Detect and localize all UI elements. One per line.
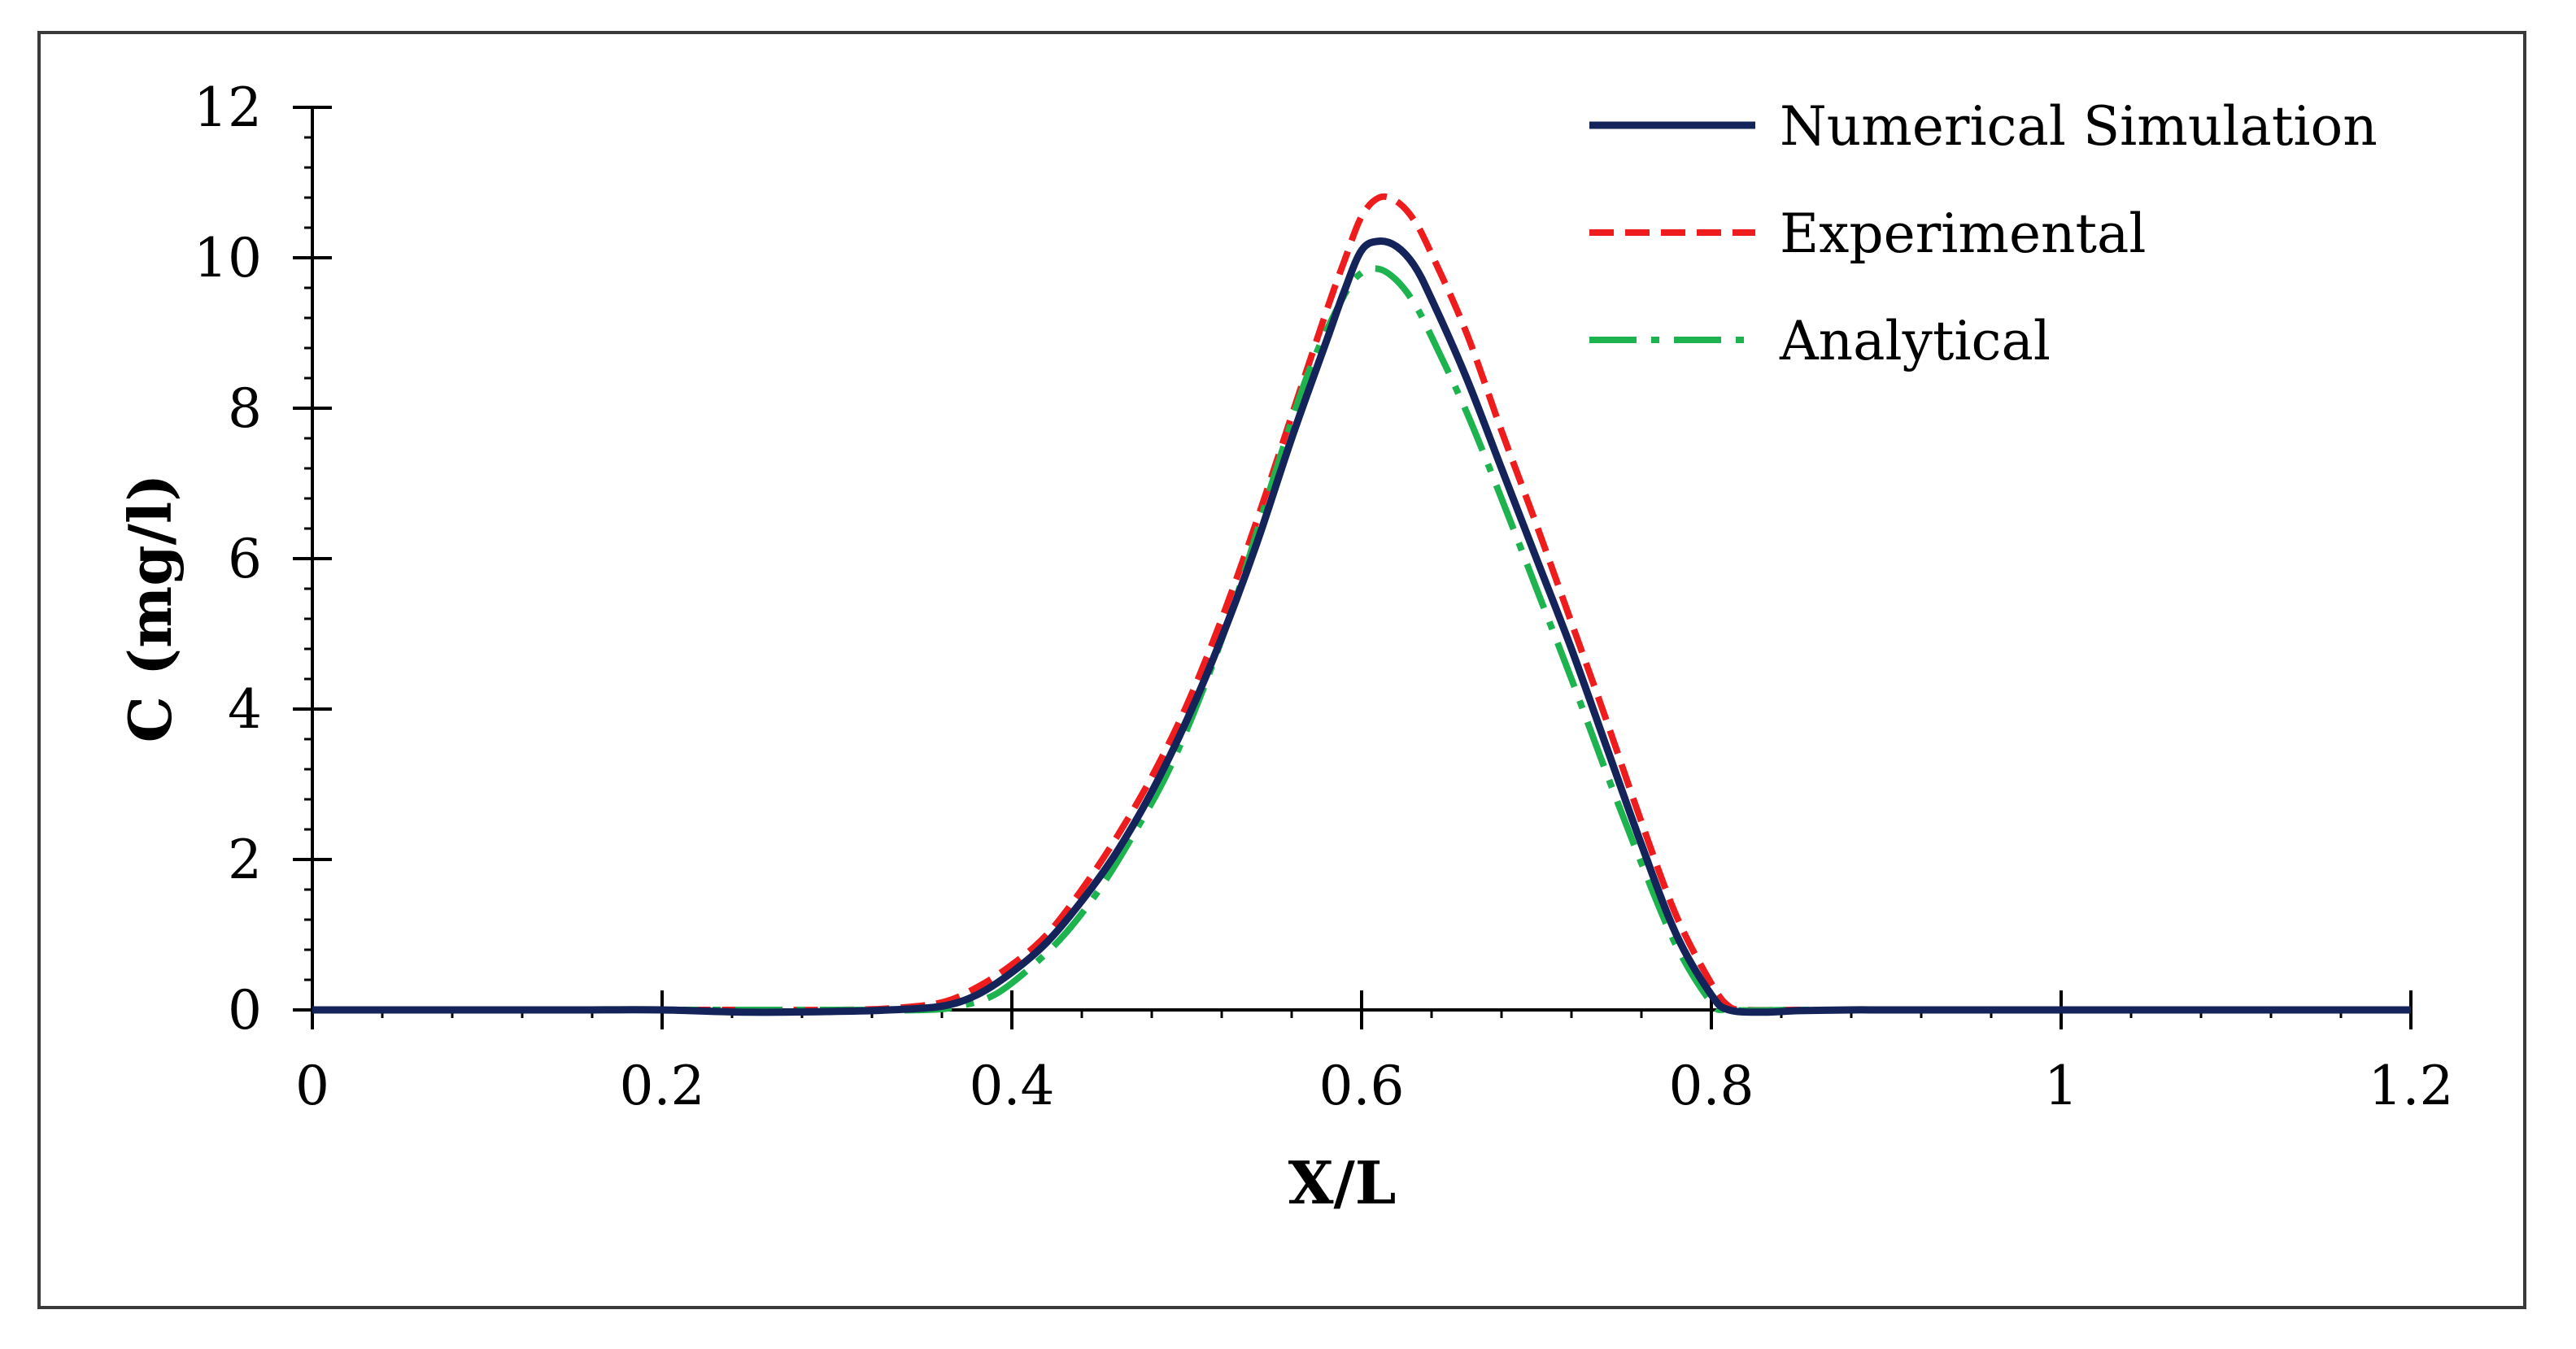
series-line-numerical-simulation <box>312 237 2411 1016</box>
y-tick-label: 10 <box>194 227 262 289</box>
line-chart: 0 2 4 6 8 10 12 0 0.2 0.4 0.6 0.8 1 1.2 Numerical Sim… <box>116 76 2454 1217</box>
legend-label-analytical: Analytical <box>1779 310 2051 372</box>
x-tick-label: 1 <box>2044 1055 2078 1117</box>
chart-frame: 0 2 4 6 8 10 12 0 0.2 0.4 0.6 0.8 1 1.2 Numerical Sim… <box>37 31 2526 1309</box>
legend-label-numerical-simulation: Numerical Simulation <box>1780 95 2378 158</box>
y-tick-label: 12 <box>194 76 262 139</box>
x-tick-label: 0.2 <box>620 1055 705 1117</box>
series-line-analytical <box>312 265 2411 1014</box>
legend-label-experimental: Experimental <box>1780 202 2147 265</box>
y-axis-title: C (mg/l) <box>116 474 185 743</box>
legend: Numerical Simulation Experimental Analytic… <box>1589 95 2378 372</box>
y-tick-label: 6 <box>228 528 262 590</box>
series-line-experimental <box>399 193 2411 1014</box>
x-tick-label: 1.2 <box>2369 1055 2454 1117</box>
y-tick-label: 2 <box>228 829 262 891</box>
x-tick-label: 0 <box>295 1055 329 1117</box>
x-tick-label: 0.4 <box>970 1055 1055 1117</box>
series-lines <box>312 193 2411 1016</box>
x-tick-label: 0.6 <box>1319 1055 1405 1117</box>
x-tick-label: 0.8 <box>1669 1055 1754 1117</box>
y-tick-label: 4 <box>228 678 262 741</box>
x-axis-title: X/L <box>1288 1148 1397 1217</box>
y-tick-label: 8 <box>228 377 262 440</box>
y-tick-label: 0 <box>228 979 262 1042</box>
